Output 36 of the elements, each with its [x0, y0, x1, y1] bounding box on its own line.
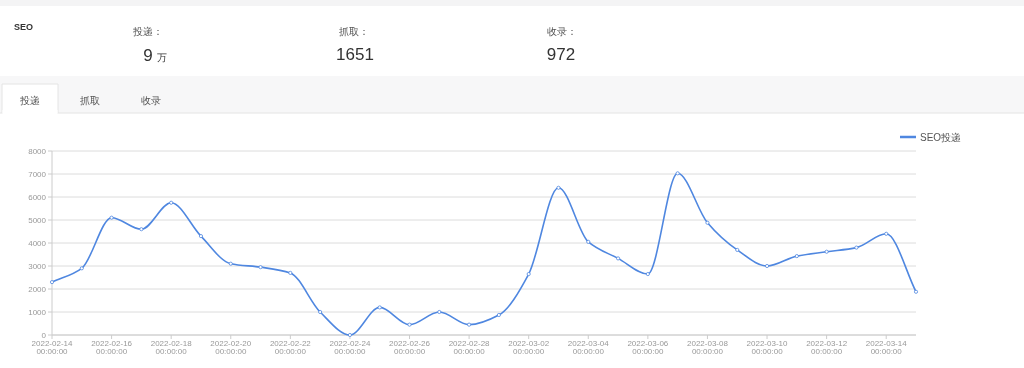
x-tick-label: 2022-03-10 00:00:00: [746, 339, 789, 356]
y-tick-label: 1000: [28, 308, 47, 317]
x-tick-label: 2022-03-04 00:00:00: [567, 339, 610, 356]
x-tick-label: 2022-03-06 00:00:00: [627, 339, 669, 356]
text: 收录: [141, 95, 161, 106]
text: 抓取：: [339, 26, 369, 37]
x-tick-label: 2022-02-22 00:00:00: [269, 339, 312, 356]
y-tick-label: 0: [41, 331, 47, 340]
x-tick-label: 2022-02-26 00:00:00: [389, 339, 431, 356]
y-tick-label: 4000: [28, 239, 47, 248]
x-tick-label: 2022-02-24 00:00:00: [329, 339, 371, 356]
y-tick-label: 6000: [28, 193, 47, 202]
x-tick-label: 2022-02-28 00:00:00: [448, 339, 491, 356]
text: 收录：: [547, 26, 577, 37]
x-tick-label: 2022-03-12 00:00:00: [806, 339, 848, 356]
chart-title: SEO: [14, 22, 34, 32]
text: 9: [143, 46, 153, 65]
legend-label: SEO投递: [920, 132, 962, 143]
x-tick-label: 2022-02-16 00:00:00: [91, 339, 133, 356]
text: 投递: [19, 95, 40, 106]
x-tick-label: 2022-02-20 00:00:00: [210, 339, 252, 356]
x-tick-label: 2022-03-02 00:00:00: [508, 339, 550, 356]
text: 972: [546, 45, 576, 64]
x-tick-label: 2022-02-18 00:00:00: [150, 339, 193, 356]
x-tick-label: 2022-03-14 00:00:00: [865, 339, 908, 356]
text: 1651: [336, 45, 374, 64]
text: 抓取: [80, 95, 100, 106]
text: 投递：: [132, 26, 163, 37]
x-tick-label: 2022-03-08 00:00:00: [686, 339, 729, 356]
y-tick-label: 2000: [28, 285, 47, 294]
x-tick-label: 2022-02-14 00:00:00: [31, 339, 74, 356]
y-tick-label: 5000: [28, 216, 47, 225]
y-tick-label: 7000: [28, 170, 47, 179]
y-tick-label: 3000: [28, 262, 47, 271]
y-tick-label: 8000: [28, 147, 47, 156]
text: 万: [157, 52, 167, 63]
